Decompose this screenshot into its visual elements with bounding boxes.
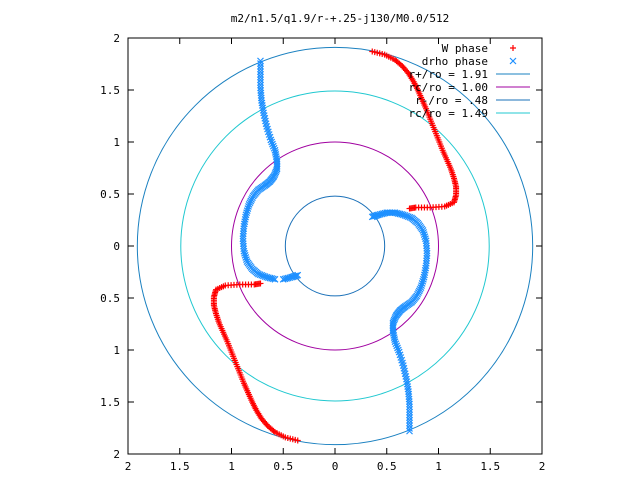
drho-phase-point <box>423 252 431 260</box>
legend-swatch <box>510 45 516 51</box>
y-tick-label: 0 <box>113 240 120 253</box>
radius-circle <box>231 141 439 351</box>
y-tick-label: 2 <box>113 448 120 461</box>
drho-phase-point <box>368 213 376 221</box>
legend-label: rc/ro = 1.00 <box>409 81 488 94</box>
drho-phase-point <box>257 79 264 86</box>
drho-phase-point <box>406 411 413 419</box>
drho-phase-point <box>257 62 264 70</box>
drho-phase-point <box>406 416 413 424</box>
drho-phase-point <box>421 233 429 241</box>
drho-phase-point <box>422 237 430 245</box>
drho-phase-point <box>259 106 267 114</box>
y-tick-label: 1 <box>113 136 120 149</box>
drho-phase-point <box>271 275 279 283</box>
drho-phase-point <box>269 275 277 283</box>
drho-phase-point <box>241 251 249 259</box>
drho-phase-point <box>418 282 425 289</box>
y-tick-label: 2 <box>113 32 120 45</box>
y-tick-label: 1.5 <box>100 84 120 97</box>
radius-circle <box>284 195 386 297</box>
drho-phase-point <box>418 280 426 287</box>
drho-phase-point <box>406 427 413 435</box>
drho-phase-point <box>269 140 276 148</box>
drho-phase-point <box>257 76 264 84</box>
drho-phase-point <box>245 200 253 208</box>
drho-phase-point <box>403 378 411 386</box>
drho-phase-point <box>406 408 413 416</box>
drho-phase-point <box>406 424 413 432</box>
drho-phase-point <box>406 422 413 430</box>
y-tick-label: 0.5 <box>100 188 120 201</box>
y-tick-label: 1 <box>113 344 120 357</box>
drho-phase-point <box>269 142 277 150</box>
legend-label: W phase <box>442 42 488 55</box>
radius-circles <box>136 46 534 446</box>
drho-phase-point <box>257 65 264 73</box>
radius-circle <box>136 46 534 446</box>
drho-phase-point <box>420 231 428 238</box>
drho-phase-point <box>406 403 413 411</box>
legend-label: r-/ro = .48 <box>415 94 488 107</box>
x-tick-label: 2 <box>125 460 132 473</box>
drho-phase-point <box>239 232 247 240</box>
axis-ticks: 2 1.5 1 0.5 0 0.5 1 1.5 221.510.500.511.52 <box>100 32 545 473</box>
x-tick-label: 0 <box>332 460 339 473</box>
drho-phase-point <box>267 136 275 144</box>
y-tick-label: 1.5 <box>100 396 120 409</box>
drho-phase-point <box>242 256 250 263</box>
radius-circle <box>180 90 490 402</box>
legend-label: r+/ro = 1.91 <box>409 68 488 81</box>
drho-phase-point <box>420 229 428 236</box>
y-tick-label: 0.5 <box>100 292 120 305</box>
drho-phase-point <box>240 247 248 255</box>
drho-phase-point <box>417 284 425 292</box>
drho-phase-point <box>279 275 287 283</box>
drho-phase-point <box>395 348 403 356</box>
drho-phase-point <box>257 57 264 65</box>
drho-phase-point <box>406 414 413 422</box>
drho-phase-point <box>245 203 252 210</box>
drho-phase-point <box>406 406 413 413</box>
drho-phase-point <box>242 254 250 261</box>
drho-phase-point <box>422 235 429 243</box>
legend-label: drho phase <box>422 55 488 68</box>
drho-phase-point <box>406 419 413 427</box>
drho-phase-point <box>392 340 400 348</box>
drho-phase-point <box>393 342 401 350</box>
x-tick-label: 1.5 <box>480 460 500 473</box>
drho-phase-point <box>394 346 402 354</box>
chart-title: m2/n1.5/q1.9/r-+.25-j130/M0.0/512 <box>231 12 450 25</box>
drho-phase-point <box>394 344 401 352</box>
drho-phase-point <box>257 68 264 76</box>
drho-phase-point <box>268 138 276 146</box>
w-phase-point <box>406 205 413 212</box>
x-tick-label: 2 <box>539 460 546 473</box>
drho-phase-point <box>241 249 248 257</box>
legend-label: rc/ro = 1.49 <box>409 107 488 120</box>
x-tick-label: 1.5 <box>170 460 190 473</box>
drho-phase-point <box>281 275 289 283</box>
legend-swatch <box>509 57 517 65</box>
drho-phase-point <box>257 70 264 78</box>
drho-phase-point <box>419 277 427 285</box>
x-tick-label: 1 <box>228 460 235 473</box>
x-tick-label: 0.5 <box>273 460 293 473</box>
drho-phase-point <box>257 81 264 89</box>
drho-phase-point <box>270 144 278 152</box>
drho-phase-point <box>243 207 251 215</box>
drho-phase-point <box>257 73 264 81</box>
w-phase-point <box>257 280 264 287</box>
x-tick-label: 0.5 <box>377 460 397 473</box>
phase-markers <box>210 48 460 444</box>
x-tick-label: 1 <box>435 460 442 473</box>
drho-phase-point <box>244 205 252 212</box>
drho-phase-point <box>257 60 264 68</box>
